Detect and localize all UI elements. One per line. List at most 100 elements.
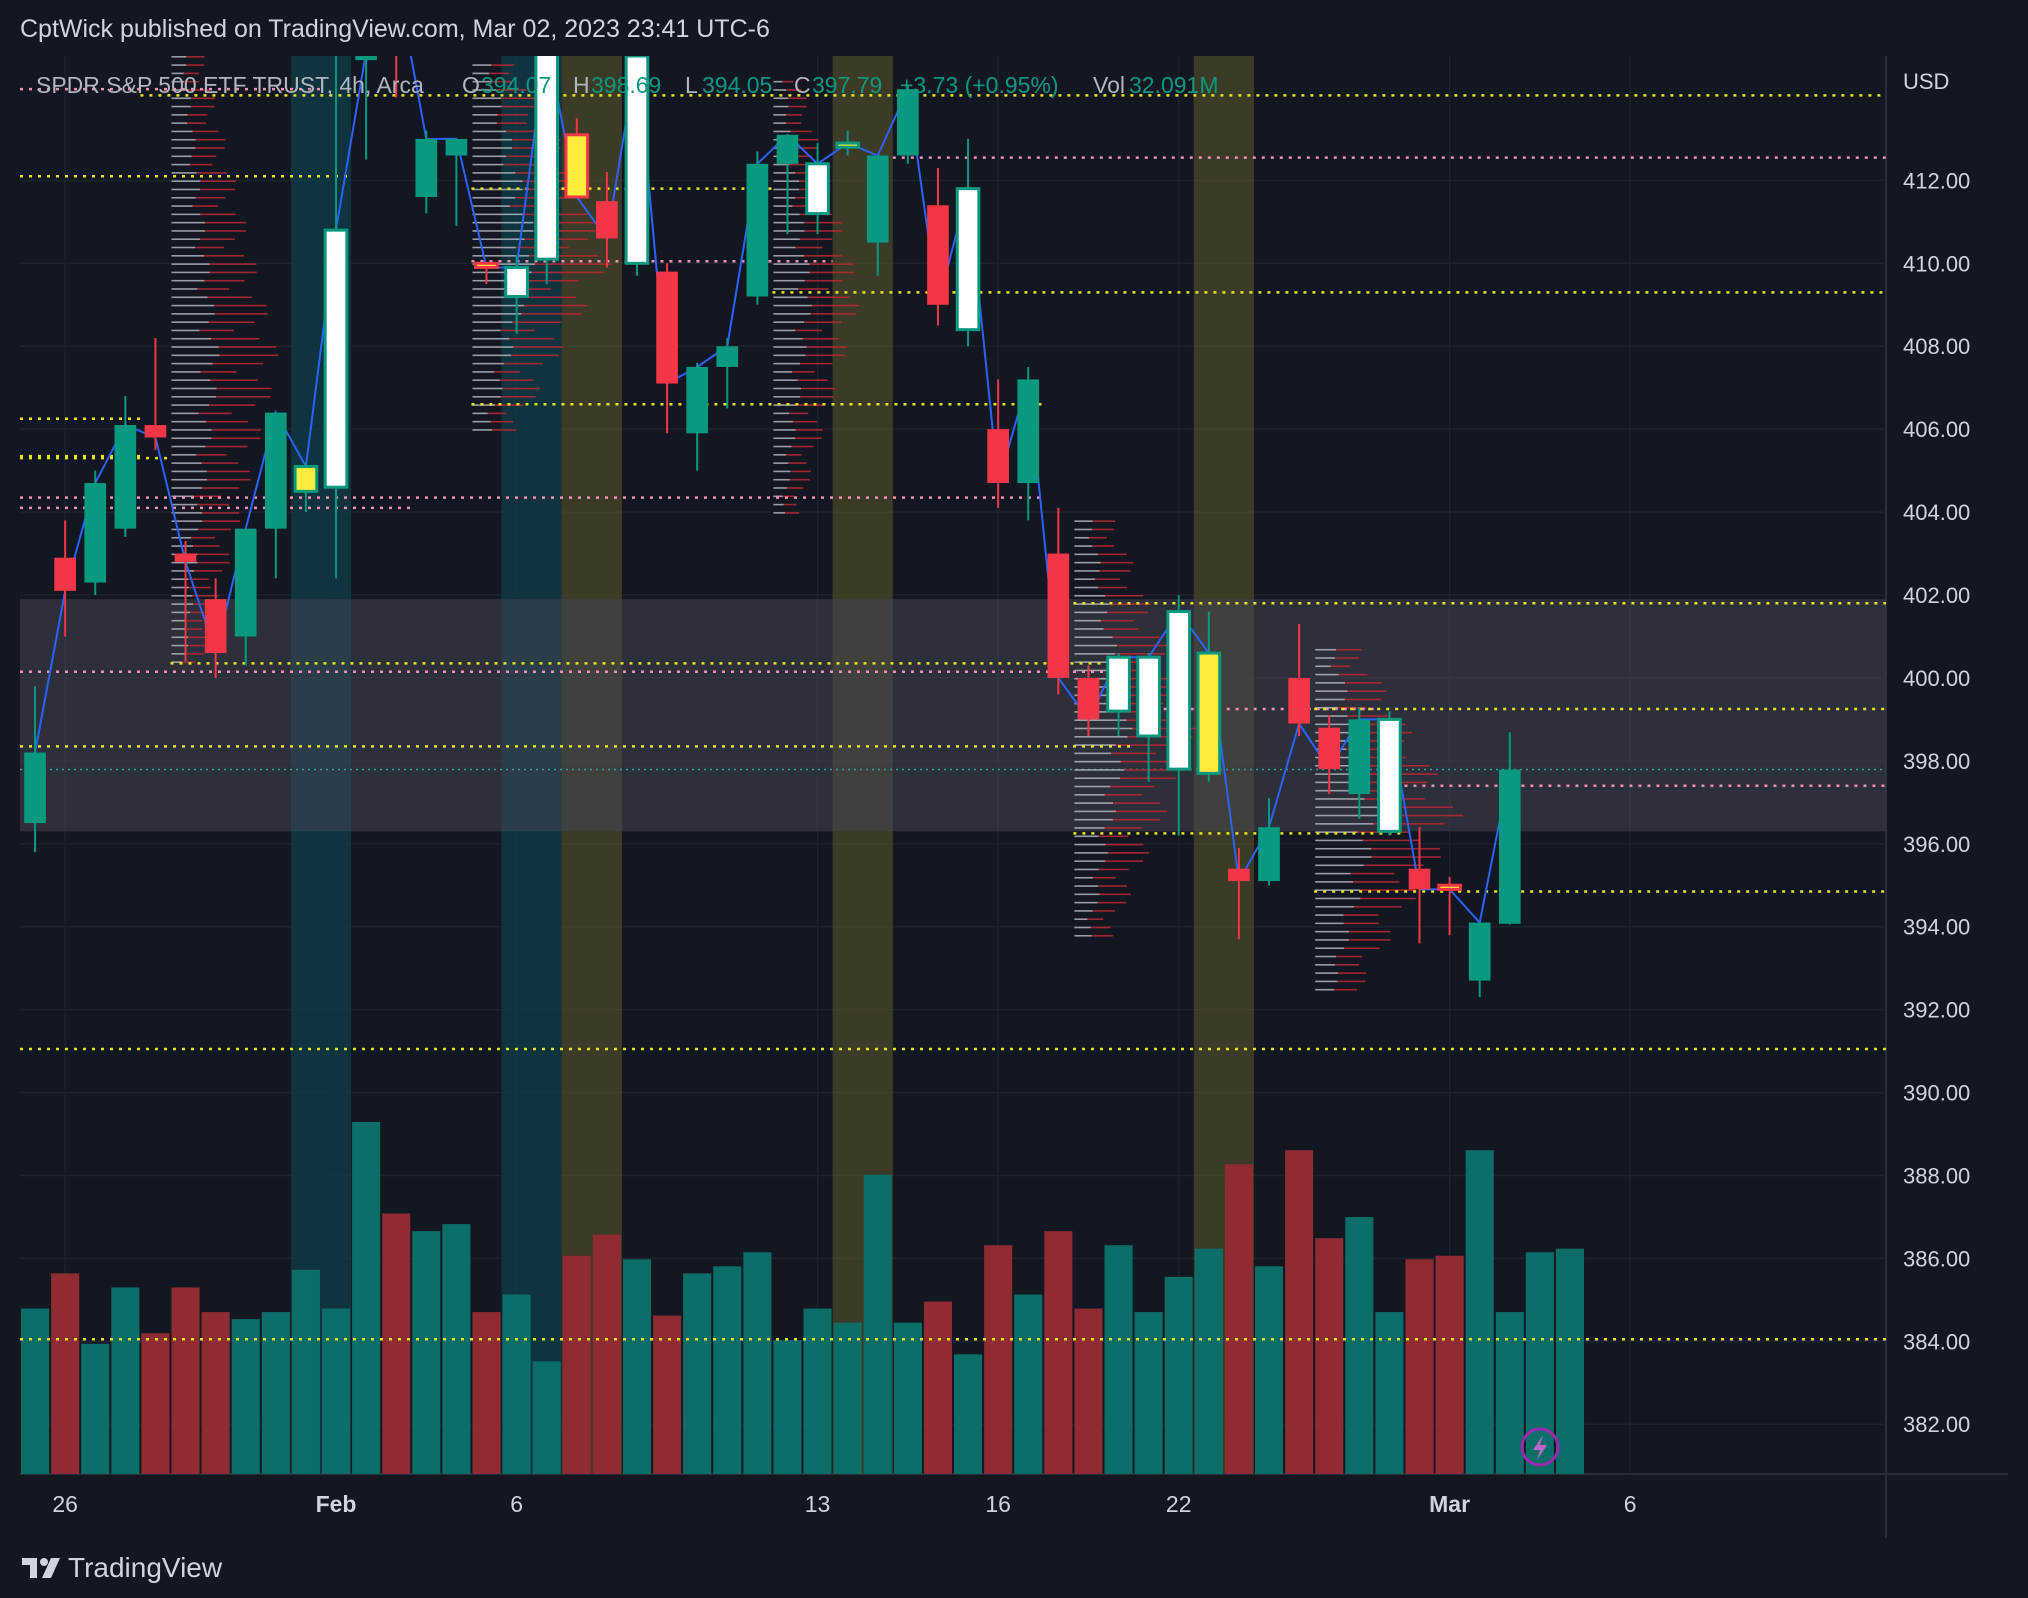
volume-bar <box>261 1312 290 1474</box>
profile-row <box>773 304 813 307</box>
volume-bar <box>1164 1276 1193 1474</box>
profile-row <box>773 296 808 299</box>
profile-row <box>1097 901 1127 904</box>
profile-row <box>1315 872 1351 875</box>
volume-bar <box>1555 1248 1585 1474</box>
candle-body <box>1468 922 1491 981</box>
profile-row <box>1104 827 1142 829</box>
price-tick-label: 400.00 <box>1903 666 1970 691</box>
profile-row <box>789 163 809 166</box>
profile-row <box>472 387 503 390</box>
profile-row <box>791 371 815 373</box>
profile-row <box>1074 818 1113 821</box>
lightning-icon[interactable] <box>1520 1427 1560 1467</box>
profile-row <box>1111 752 1156 755</box>
profile-row <box>788 97 807 100</box>
candle-body <box>1166 610 1192 771</box>
profile-row <box>1381 814 1464 817</box>
tradingview-brand[interactable]: TradingView <box>68 1552 223 1583</box>
profile-row <box>773 387 802 390</box>
time-tick-label: Mar <box>1429 1491 1470 1517</box>
profile-row <box>472 395 501 398</box>
profile-row <box>472 221 534 224</box>
profile-row <box>535 263 612 265</box>
candle-body <box>1258 827 1280 882</box>
profile-row <box>1090 926 1111 929</box>
profile-row <box>789 412 809 415</box>
profile-row <box>204 230 246 232</box>
profile-row <box>1100 561 1134 564</box>
candle-body <box>84 483 107 583</box>
price-tick-label: 398.00 <box>1903 749 1970 774</box>
price-tick-label: 392.00 <box>1903 998 1970 1023</box>
profile-row <box>792 420 817 423</box>
profile-row <box>204 255 244 257</box>
candle-body <box>1318 727 1341 770</box>
profile-row <box>1370 773 1438 775</box>
profile-row <box>789 478 810 481</box>
profile-row <box>1315 665 1331 668</box>
candle-body <box>746 163 769 297</box>
profile-row <box>790 155 812 158</box>
tradingview-logo-icon[interactable] <box>20 1554 66 1582</box>
profile-row <box>1092 520 1116 522</box>
profile-row <box>786 454 802 456</box>
candle-body <box>24 752 46 824</box>
profile-row <box>1074 827 1105 829</box>
profile-row <box>472 122 497 124</box>
profile-row <box>773 379 798 382</box>
profile-row <box>773 329 796 332</box>
profile-row <box>219 354 279 357</box>
profile-row <box>773 354 806 357</box>
profile-row <box>1074 802 1114 804</box>
profile-row <box>1336 955 1362 958</box>
candle-body <box>1377 717 1402 833</box>
price-tick-label: 388.00 <box>1903 1163 1970 1188</box>
profile-row <box>513 346 564 348</box>
profile-row <box>205 420 248 423</box>
profile-row <box>472 420 491 423</box>
candle-body <box>955 187 981 332</box>
price-zone-band <box>20 599 1886 832</box>
profile-row <box>1074 735 1128 738</box>
profile-row <box>773 404 796 406</box>
profile-row <box>773 454 787 456</box>
profile-row <box>1097 885 1127 887</box>
profile-row <box>184 80 200 83</box>
profile-row <box>773 230 805 232</box>
profile-row <box>1074 885 1098 887</box>
profile-row <box>202 487 240 489</box>
profile-row <box>1092 876 1116 879</box>
profile-row <box>171 271 210 274</box>
profile-row <box>1107 611 1148 614</box>
profile-row <box>472 321 513 323</box>
profile-row <box>472 64 492 66</box>
profile-row <box>1315 657 1335 659</box>
profile-row <box>1338 673 1368 676</box>
price-chart[interactable]: 412.00 410.00 408.00 406.00 404.00 402.00 400.… <box>20 0 2008 1538</box>
candle-body <box>114 425 137 529</box>
volume-bar <box>954 1354 983 1474</box>
profile-row <box>1074 536 1089 539</box>
profile-row <box>1338 706 1367 709</box>
profile-row <box>795 246 823 249</box>
profile-row <box>171 97 192 100</box>
profile-row <box>200 180 236 182</box>
profile-row <box>202 520 241 522</box>
profile-row <box>214 313 268 315</box>
candle-body <box>1408 868 1431 890</box>
ohlc-legend: SPDR S&P 500 ETF TRUST, 4h, Arca O 394.0… <box>36 72 1219 98</box>
profile-row <box>800 395 834 398</box>
profile-row <box>1112 818 1160 821</box>
profile-row <box>533 230 608 232</box>
price-zone <box>20 599 1886 832</box>
profile-row <box>171 387 217 390</box>
profile-row <box>1074 918 1088 921</box>
profile-row <box>773 255 805 257</box>
profile-row <box>472 172 516 174</box>
chart-area[interactable]: 412.00 410.00 408.00 406.00 404.00 402.00 400.… <box>20 0 2008 1538</box>
profile-row <box>171 445 206 448</box>
profile-row <box>1315 839 1363 842</box>
profile-row <box>472 230 534 232</box>
profile-row <box>216 387 272 390</box>
